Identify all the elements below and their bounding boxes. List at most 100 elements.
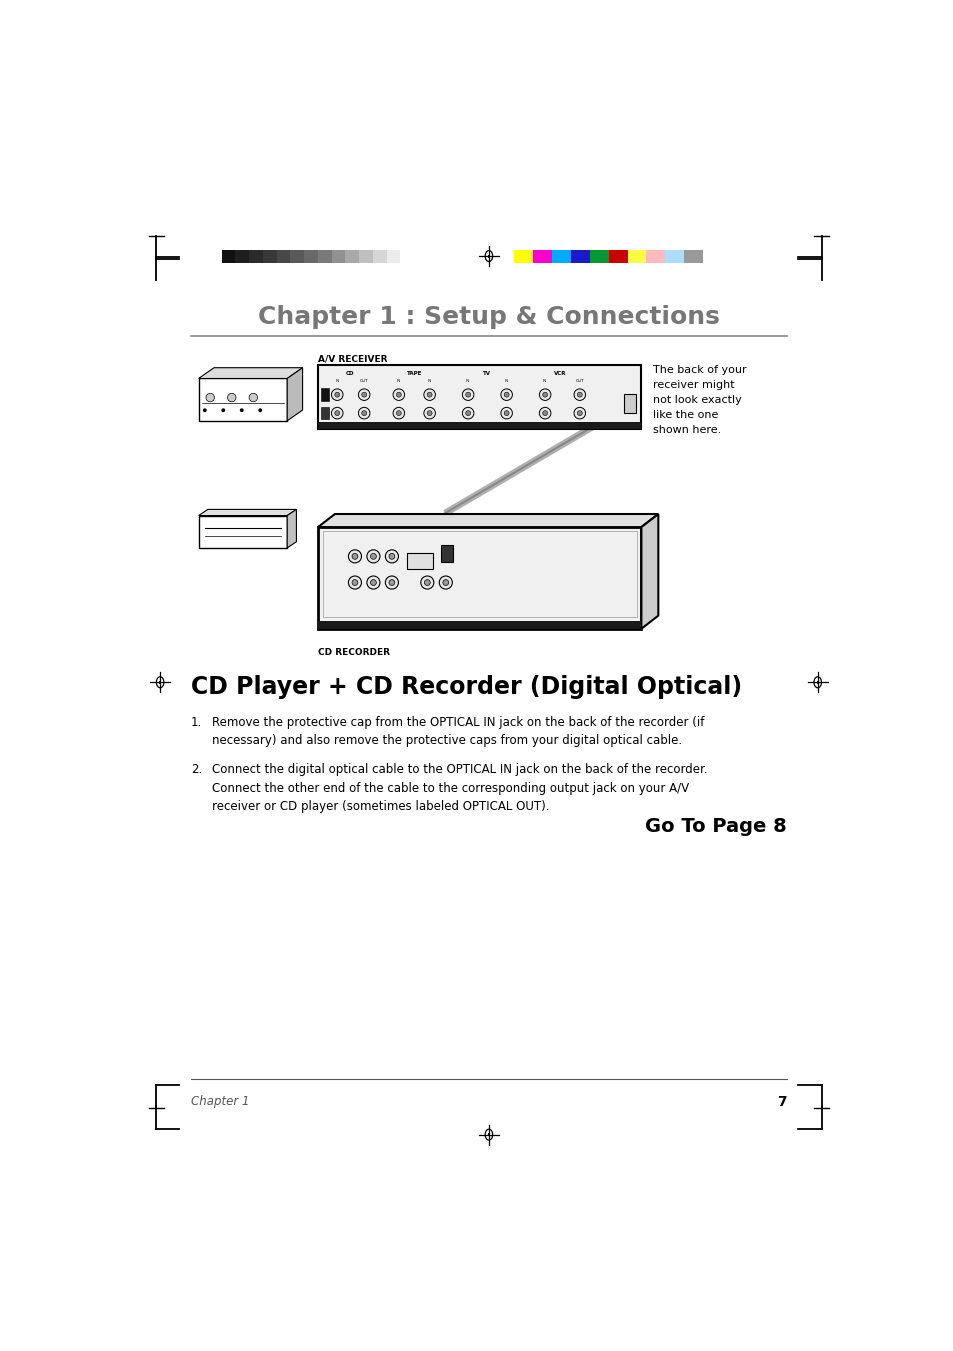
Text: Chapter 1 : Setup & Connections: Chapter 1 : Setup & Connections xyxy=(257,305,720,328)
Circle shape xyxy=(500,389,512,400)
Text: A/V RECEIVER: A/V RECEIVER xyxy=(317,354,387,363)
Circle shape xyxy=(352,580,357,585)
Bar xyxy=(664,250,683,263)
Text: IN: IN xyxy=(466,380,470,384)
Bar xyxy=(332,250,345,263)
Circle shape xyxy=(370,580,375,585)
Circle shape xyxy=(465,392,470,397)
Text: Go To Page 8: Go To Page 8 xyxy=(644,817,786,836)
Text: IN: IN xyxy=(504,380,508,384)
Bar xyxy=(317,527,640,628)
Circle shape xyxy=(385,576,398,589)
Circle shape xyxy=(574,389,585,400)
Bar xyxy=(249,250,263,263)
Bar xyxy=(406,553,433,570)
Circle shape xyxy=(348,576,361,589)
Circle shape xyxy=(393,408,404,419)
Bar xyxy=(440,544,453,562)
Ellipse shape xyxy=(625,401,635,408)
Circle shape xyxy=(367,550,379,563)
Circle shape xyxy=(542,411,547,416)
Circle shape xyxy=(462,389,474,400)
Bar xyxy=(317,423,640,428)
Circle shape xyxy=(438,576,452,589)
Bar xyxy=(321,407,329,419)
Bar xyxy=(533,250,552,263)
Text: TV: TV xyxy=(483,370,491,376)
Bar xyxy=(322,531,636,617)
Circle shape xyxy=(331,389,343,400)
Bar xyxy=(627,250,646,263)
Circle shape xyxy=(538,389,550,400)
Circle shape xyxy=(331,408,343,419)
Text: IN: IN xyxy=(542,380,547,384)
Bar xyxy=(317,365,640,428)
Circle shape xyxy=(423,408,435,419)
Circle shape xyxy=(258,408,262,412)
Bar xyxy=(552,250,570,263)
Bar xyxy=(683,250,702,263)
Circle shape xyxy=(462,408,474,419)
Circle shape xyxy=(420,576,434,589)
Text: CD: CD xyxy=(346,370,355,376)
Bar xyxy=(624,393,636,413)
Text: TAPE: TAPE xyxy=(406,370,421,376)
Circle shape xyxy=(239,408,243,412)
Polygon shape xyxy=(317,513,658,527)
Bar xyxy=(816,681,818,684)
Circle shape xyxy=(395,392,401,397)
Circle shape xyxy=(206,393,214,401)
Bar xyxy=(345,250,359,263)
Circle shape xyxy=(249,393,257,401)
Text: OUT: OUT xyxy=(575,380,583,384)
Text: IN: IN xyxy=(396,380,400,384)
Circle shape xyxy=(577,392,581,397)
Circle shape xyxy=(367,576,379,589)
Bar xyxy=(570,250,589,263)
Circle shape xyxy=(577,411,581,416)
Bar xyxy=(589,250,608,263)
Text: CD Player + CD Recorder (Digital Optical): CD Player + CD Recorder (Digital Optical… xyxy=(191,676,741,698)
Circle shape xyxy=(442,580,448,585)
Polygon shape xyxy=(198,509,296,516)
Circle shape xyxy=(352,554,357,559)
Text: 1.: 1. xyxy=(191,716,202,728)
Circle shape xyxy=(503,392,509,397)
Text: Connect the digital optical cable to the OPTICAL IN jack on the back of the reco: Connect the digital optical cable to the… xyxy=(213,763,707,813)
Polygon shape xyxy=(287,367,302,422)
Circle shape xyxy=(500,408,512,419)
Text: IN: IN xyxy=(427,380,432,384)
Circle shape xyxy=(221,408,225,412)
Bar xyxy=(487,1133,490,1136)
Bar xyxy=(317,621,640,628)
Circle shape xyxy=(385,550,398,563)
Text: 7: 7 xyxy=(777,1094,786,1109)
Bar xyxy=(304,250,317,263)
Circle shape xyxy=(538,408,550,419)
Polygon shape xyxy=(198,367,302,378)
Bar xyxy=(386,250,400,263)
Circle shape xyxy=(542,392,547,397)
Bar xyxy=(514,250,533,263)
Circle shape xyxy=(370,554,375,559)
Circle shape xyxy=(227,393,235,401)
Circle shape xyxy=(393,389,404,400)
Circle shape xyxy=(361,411,366,416)
Bar xyxy=(159,681,161,684)
Text: Chapter 1: Chapter 1 xyxy=(191,1094,249,1108)
Bar xyxy=(276,250,290,263)
Circle shape xyxy=(335,411,339,416)
Polygon shape xyxy=(287,509,296,549)
Circle shape xyxy=(358,389,370,400)
Text: VCR: VCR xyxy=(554,370,566,376)
Circle shape xyxy=(465,411,470,416)
Bar xyxy=(263,250,276,263)
Circle shape xyxy=(361,392,366,397)
Bar xyxy=(198,516,287,549)
Bar xyxy=(646,250,664,263)
Circle shape xyxy=(427,411,432,416)
Circle shape xyxy=(503,411,509,416)
Bar xyxy=(290,250,304,263)
Text: The back of your
receiver might
not look exactly
like the one
shown here.: The back of your receiver might not look… xyxy=(652,365,746,435)
Circle shape xyxy=(335,392,339,397)
